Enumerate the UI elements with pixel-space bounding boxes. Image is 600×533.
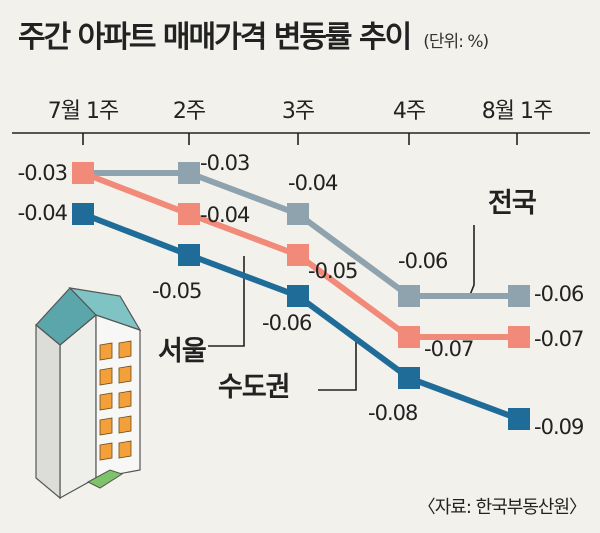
data-label-전국: -0.03 <box>18 161 67 185</box>
x-tick-label: 3주 <box>282 99 315 124</box>
data-point-수도권 <box>72 203 94 225</box>
callout-line-수도권 <box>318 340 357 391</box>
x-tick-label: 7월 1주 <box>48 99 119 124</box>
building-window <box>99 392 113 411</box>
data-point-전국 <box>178 162 200 184</box>
data-point-서울 <box>287 244 309 266</box>
series-label-전국: 전국 <box>488 188 536 219</box>
series-label-수도권: 수도권 <box>218 372 290 403</box>
building-window <box>99 442 113 461</box>
source-note: 〈자료: 한국부동산원〉 <box>417 497 587 518</box>
building-roof-right <box>68 287 142 332</box>
callout-line-전국 <box>469 225 475 296</box>
data-point-서울 <box>178 203 200 225</box>
x-tick-label: 4주 <box>393 99 426 124</box>
data-label-수도권: -0.04 <box>18 201 68 225</box>
building-window <box>118 415 132 434</box>
callout-line-서울 <box>208 256 245 347</box>
data-point-전국 <box>398 285 420 307</box>
building-front-wall <box>59 313 97 500</box>
apartment-building-illustration <box>35 287 142 500</box>
data-point-수도권 <box>178 244 200 266</box>
data-label-전국: -0.06 <box>534 282 584 306</box>
data-point-서울 <box>398 326 420 348</box>
building-window <box>99 367 113 386</box>
data-point-수도권 <box>508 408 530 430</box>
data-label-서울: -0.04 <box>200 203 250 227</box>
data-point-서울 <box>72 162 94 184</box>
building-window <box>118 365 132 384</box>
data-point-전국 <box>508 285 530 307</box>
data-label-수도권: -0.08 <box>368 401 417 425</box>
data-label-수도권: -0.09 <box>534 415 583 439</box>
building-window <box>118 340 132 359</box>
building-lower-left <box>35 323 61 500</box>
data-label-전국: -0.03 <box>200 151 249 175</box>
building-window <box>99 342 113 361</box>
building-window <box>118 390 132 409</box>
data-point-전국 <box>287 203 309 225</box>
building-window <box>99 417 113 436</box>
data-label-서울: -0.07 <box>534 327 583 351</box>
data-point-수도권 <box>398 367 420 389</box>
data-label-전국: -0.06 <box>398 249 448 273</box>
building-window <box>118 440 132 459</box>
x-tick-label: 8월 1주 <box>482 99 553 124</box>
data-label-전국: -0.04 <box>288 171 338 195</box>
title-row: 주간 아파트 매매가격 변동률 추이 (단위: %) <box>18 12 588 60</box>
x-tick-label: 2주 <box>173 99 206 124</box>
data-label-서울: -0.05 <box>308 259 357 283</box>
data-point-수도권 <box>287 285 309 307</box>
series-label-서울: 서울 <box>158 336 206 367</box>
data-label-서울: -0.07 <box>424 337 473 361</box>
entrance-canopy <box>86 469 124 489</box>
unit-label: (단위: %) <box>423 32 489 52</box>
data-label-수도권: -0.06 <box>262 311 312 335</box>
data-label-수도권: -0.05 <box>152 279 201 303</box>
chart-title: 주간 아파트 매매가격 변동률 추이 <box>18 20 412 55</box>
data-point-서울 <box>508 326 530 348</box>
